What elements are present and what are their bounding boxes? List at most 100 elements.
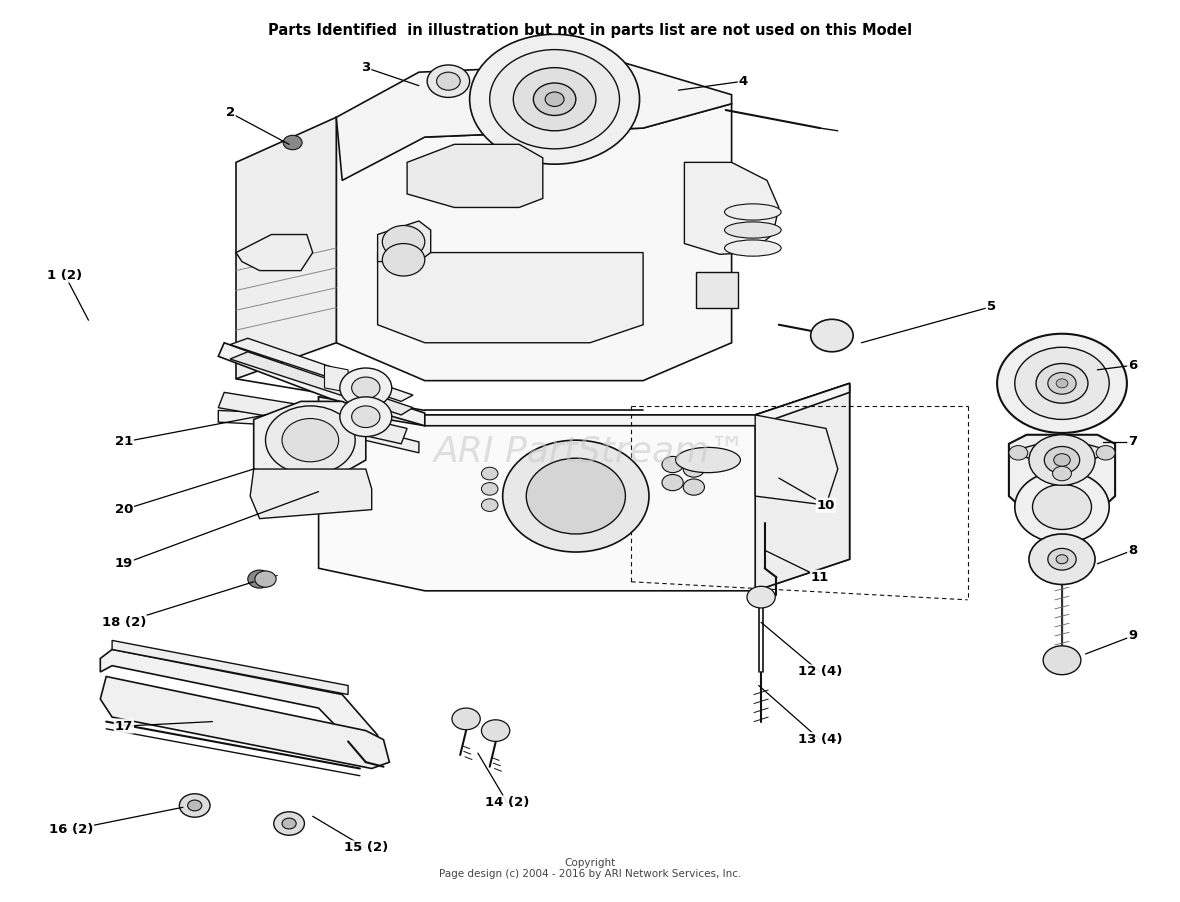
Circle shape (1043, 646, 1081, 675)
Circle shape (683, 461, 704, 477)
Circle shape (274, 812, 304, 835)
Circle shape (340, 368, 392, 408)
Circle shape (997, 334, 1127, 433)
Polygon shape (378, 221, 431, 262)
Circle shape (382, 226, 425, 258)
Circle shape (437, 72, 460, 90)
Polygon shape (378, 253, 643, 343)
Polygon shape (254, 401, 366, 480)
Circle shape (179, 794, 210, 817)
Circle shape (1056, 379, 1068, 388)
Circle shape (282, 419, 339, 462)
Circle shape (427, 65, 470, 97)
Polygon shape (230, 338, 413, 401)
Ellipse shape (675, 447, 741, 473)
Circle shape (513, 68, 596, 131)
Circle shape (526, 458, 625, 534)
Text: 19: 19 (114, 557, 133, 570)
Circle shape (533, 83, 576, 115)
Text: 9: 9 (1128, 630, 1138, 642)
Polygon shape (696, 272, 738, 308)
Text: Parts Identified  in illustration but not in parts list are not used on this Mod: Parts Identified in illustration but not… (268, 23, 912, 39)
Text: 18 (2): 18 (2) (101, 616, 146, 629)
Circle shape (1048, 373, 1076, 394)
Text: 15 (2): 15 (2) (343, 842, 388, 854)
Polygon shape (755, 415, 838, 505)
Polygon shape (218, 343, 425, 426)
Text: 20: 20 (114, 503, 133, 516)
Polygon shape (236, 235, 313, 271)
Circle shape (1032, 484, 1092, 529)
Polygon shape (755, 383, 850, 591)
Circle shape (352, 406, 380, 428)
Circle shape (340, 397, 392, 437)
Circle shape (1029, 435, 1095, 485)
Circle shape (662, 456, 683, 473)
Polygon shape (336, 63, 732, 180)
Circle shape (1036, 364, 1088, 403)
Circle shape (470, 34, 640, 164)
Circle shape (352, 377, 380, 399)
Text: 8: 8 (1128, 544, 1138, 557)
Circle shape (188, 800, 202, 811)
Circle shape (248, 570, 271, 588)
Text: ARI PartStream™: ARI PartStream™ (434, 434, 746, 468)
Circle shape (481, 499, 498, 511)
Ellipse shape (725, 222, 781, 238)
Text: 4: 4 (739, 75, 748, 87)
Circle shape (266, 406, 355, 474)
Circle shape (1015, 471, 1109, 543)
Circle shape (1015, 347, 1109, 419)
Polygon shape (684, 162, 779, 254)
Circle shape (282, 818, 296, 829)
Circle shape (382, 244, 425, 276)
Circle shape (481, 483, 498, 495)
Circle shape (452, 708, 480, 730)
Ellipse shape (725, 204, 781, 220)
Circle shape (490, 50, 620, 149)
Polygon shape (250, 469, 372, 519)
Circle shape (1009, 446, 1028, 460)
Text: 7: 7 (1128, 436, 1138, 448)
Circle shape (283, 135, 302, 150)
Text: 1 (2): 1 (2) (47, 269, 83, 281)
Polygon shape (112, 640, 348, 695)
Polygon shape (230, 352, 413, 415)
Polygon shape (336, 104, 732, 381)
Circle shape (545, 92, 564, 106)
Circle shape (481, 467, 498, 480)
Text: 5: 5 (986, 300, 996, 313)
Circle shape (255, 571, 276, 587)
Polygon shape (218, 392, 407, 444)
Ellipse shape (725, 240, 781, 256)
Circle shape (683, 479, 704, 495)
Circle shape (503, 440, 649, 552)
Text: 11: 11 (811, 571, 830, 584)
Circle shape (811, 319, 853, 352)
Polygon shape (236, 117, 336, 379)
Text: 14 (2): 14 (2) (485, 796, 530, 809)
Circle shape (1029, 534, 1095, 584)
Circle shape (1096, 446, 1115, 460)
Polygon shape (319, 383, 850, 426)
Polygon shape (1009, 435, 1115, 512)
Text: 17: 17 (114, 720, 133, 732)
Text: 13 (4): 13 (4) (798, 733, 843, 746)
Polygon shape (218, 410, 419, 453)
Text: 10: 10 (817, 499, 835, 511)
Circle shape (1044, 446, 1080, 474)
Circle shape (1053, 466, 1071, 481)
Polygon shape (319, 383, 850, 591)
Text: 2: 2 (225, 106, 235, 119)
Circle shape (1048, 548, 1076, 570)
Text: 12 (4): 12 (4) (798, 666, 843, 678)
Polygon shape (324, 365, 348, 392)
Polygon shape (1012, 437, 1112, 474)
Circle shape (1054, 454, 1070, 466)
Circle shape (1056, 555, 1068, 564)
Polygon shape (100, 676, 389, 769)
Circle shape (481, 720, 510, 741)
Polygon shape (100, 649, 378, 749)
Text: 21: 21 (114, 436, 133, 448)
Circle shape (662, 474, 683, 491)
